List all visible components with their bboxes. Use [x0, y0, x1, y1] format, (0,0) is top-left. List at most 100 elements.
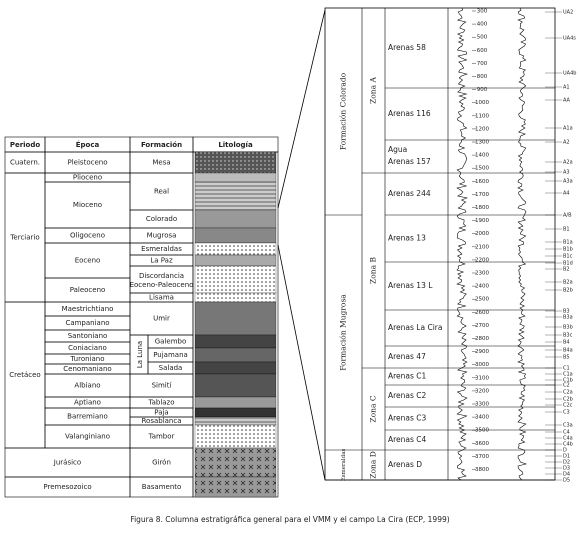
marker: B4 [563, 340, 570, 346]
column-formation: Esmeraldas [341, 449, 347, 482]
depth: 2600 [475, 310, 489, 316]
period: Cretáceo [9, 371, 40, 379]
lithology [194, 476, 277, 498]
depth: 2300 [475, 271, 489, 277]
depth: 500 [477, 35, 488, 41]
formation: Mesa [152, 159, 170, 167]
marker: A3a [563, 179, 573, 185]
marker: B3c [563, 333, 573, 339]
header: Litología [218, 141, 253, 149]
cell [129, 334, 149, 375]
sand: Arenas 244 [388, 189, 431, 198]
epoch: Albiano [74, 382, 100, 390]
depth: 3200 [475, 388, 489, 394]
epoch: Valanginiano [65, 433, 110, 441]
depth: 3400 [475, 415, 489, 421]
formation: Esmeraldas [141, 245, 182, 253]
caption: Figura 8. Columna estratigráfica general… [130, 515, 449, 524]
depth: 2400 [475, 284, 489, 290]
marker: UA2 [563, 10, 573, 16]
formation: Paja [154, 409, 168, 417]
marker: D4 [563, 472, 570, 478]
depth: 2800 [475, 336, 489, 342]
depth: 2500 [475, 297, 489, 303]
depth: 2200 [475, 257, 489, 263]
lithology [194, 172, 277, 183]
depth: 2000 [475, 231, 489, 237]
marker: B4a [563, 348, 573, 354]
lithology [194, 347, 277, 363]
lithology [194, 181, 277, 211]
marker: B1 [563, 227, 570, 233]
lithology [194, 373, 277, 398]
formation: Tambor [148, 433, 175, 441]
depth: 2900 [475, 349, 489, 355]
marker: B3a [563, 315, 573, 321]
marker: UA4b [563, 71, 576, 77]
epoch: Cenomaniano [63, 365, 111, 373]
lithology [194, 416, 277, 426]
depth: 700 [477, 61, 488, 67]
marker: A/B [563, 213, 572, 219]
depth: 400 [477, 22, 488, 28]
marker: C3a [563, 423, 573, 429]
epoch: Barremiano [67, 413, 108, 421]
epoch: Aptiano [74, 399, 101, 407]
lithology [194, 227, 277, 244]
lithology [194, 209, 277, 229]
sand: Agua [388, 145, 407, 154]
depth: 1100 [475, 113, 489, 119]
marker: A1 [563, 85, 570, 91]
lithology [194, 292, 277, 303]
epoch: Turoniano [69, 355, 104, 363]
marker: D1 [563, 454, 570, 460]
marker: B2a [563, 280, 573, 286]
depth: 800 [477, 74, 488, 80]
well-log [517, 7, 528, 481]
header: Época [76, 140, 100, 149]
marker: B5 [563, 355, 570, 361]
marker: C4 [563, 430, 570, 436]
formation: Lisama [149, 294, 174, 302]
sand: Arenas 116 [388, 109, 431, 118]
sand: Arenas C3 [388, 414, 427, 423]
lithology [194, 396, 277, 409]
depth: 3300 [475, 402, 489, 408]
period: Cuatern. [10, 159, 40, 167]
lithology [194, 407, 277, 418]
epoch: Eoceno [75, 257, 101, 265]
lithology [194, 447, 277, 478]
marker: D2 [563, 460, 570, 466]
depth: 3800 [475, 467, 489, 473]
formation: Galembo [155, 338, 187, 346]
epoch: Pleistoceno [68, 159, 108, 167]
connector [277, 244, 326, 481]
sand: Arenas C1 [388, 372, 427, 381]
lithology [194, 361, 277, 375]
depth: 2100 [475, 244, 489, 250]
sand: Arenas D [388, 460, 422, 469]
zone: Zona A [369, 77, 378, 104]
well-log [456, 7, 468, 481]
marker: C2b [563, 397, 573, 403]
formation: Eoceno-Paleoceno [130, 281, 194, 289]
marker: A3 [563, 170, 570, 176]
depth: 1500 [475, 166, 489, 172]
marker: A2 [563, 140, 570, 146]
depth: 2700 [475, 323, 489, 329]
formation: Rosablanca [141, 417, 181, 425]
epoch: Mioceno [73, 201, 102, 209]
depth: 1300 [475, 140, 489, 146]
marker: C2c [563, 403, 573, 409]
formation: Real [154, 188, 169, 196]
marker: B1a [563, 240, 573, 246]
marker: C2 [563, 383, 570, 389]
epoch: Campaniano [65, 319, 109, 327]
depth: 1400 [475, 153, 489, 159]
period: Jurásico [53, 459, 81, 467]
formation: Pujamana [153, 351, 188, 359]
marker: D5 [563, 478, 570, 484]
marker: AA [563, 98, 571, 104]
marker: B3 [563, 309, 570, 315]
depth: 3500 [475, 428, 489, 434]
